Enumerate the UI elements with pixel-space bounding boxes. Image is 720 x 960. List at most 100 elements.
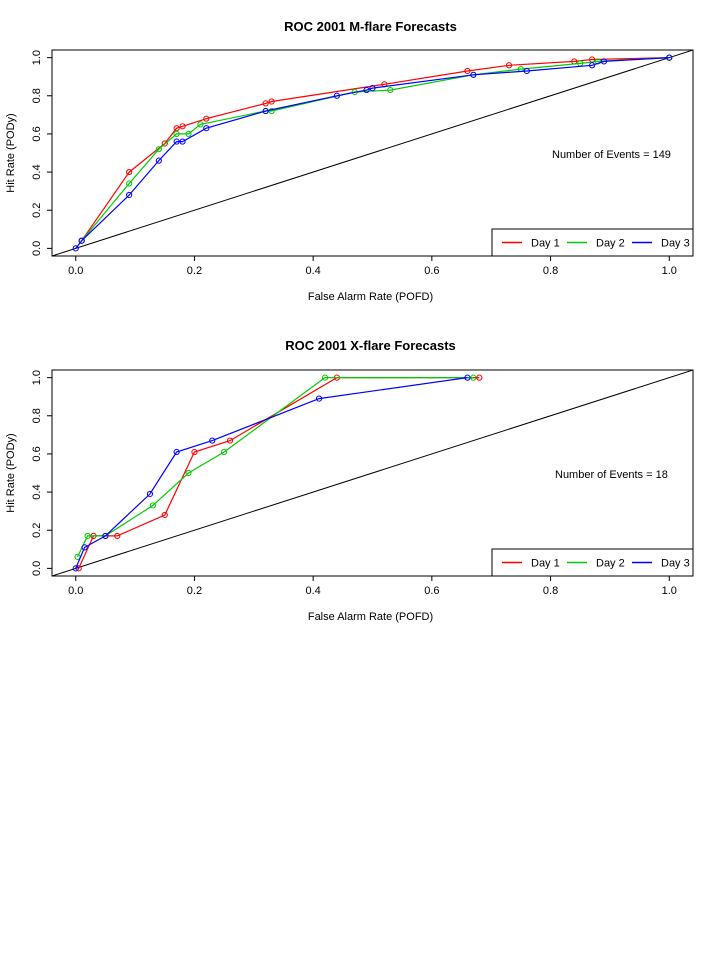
data-point <box>161 511 168 519</box>
data-point <box>173 138 180 145</box>
data-point <box>203 115 210 122</box>
legend-label: Day 2 <box>596 558 625 570</box>
data-point <box>81 544 88 551</box>
y-tick-label: 0.2 <box>31 203 43 218</box>
data-point <box>161 140 168 147</box>
y-tick-label: 0.6 <box>31 126 43 141</box>
data-point <box>470 374 477 381</box>
data-point <box>321 374 329 381</box>
x-tick-label: 1.0 <box>662 585 677 597</box>
data-point <box>387 86 394 94</box>
data-point <box>226 437 234 444</box>
legend: Day 1 Day 2 Day 3 <box>491 228 694 257</box>
data-point <box>476 374 483 381</box>
data-point <box>72 565 79 572</box>
series-line <box>78 377 480 569</box>
data-point <box>126 180 133 187</box>
x-tick-label: 0.0 <box>68 585 83 597</box>
y-axis-label: Hit Rate (PODy) <box>5 433 17 512</box>
data-point <box>179 138 186 145</box>
series-day-3 <box>72 54 673 252</box>
series-day-2 <box>74 374 477 561</box>
data-point <box>84 532 91 540</box>
data-point <box>179 123 186 130</box>
y-tick-label: 0.8 <box>31 408 43 423</box>
data-point <box>315 395 323 402</box>
y-tick-label: 0.4 <box>31 484 43 499</box>
y-tick-label: 0.0 <box>31 241 43 256</box>
diagonal-reference-line <box>52 50 693 256</box>
data-point <box>268 107 275 115</box>
data-point <box>470 71 477 78</box>
x-tick-label: 0.2 <box>187 265 202 277</box>
y-tick-label: 1.0 <box>31 50 43 65</box>
series-day-1 <box>78 54 673 244</box>
data-point <box>262 107 269 115</box>
number-of-events-annotation: Number of Events = 149 <box>552 149 671 161</box>
data-point <box>126 168 133 176</box>
data-point <box>268 98 275 105</box>
data-point <box>594 58 602 65</box>
legend-box <box>491 548 694 577</box>
data-point <box>185 469 192 477</box>
x-tick-label: 1.0 <box>662 265 677 277</box>
x-tick-label: 0.6 <box>424 585 439 597</box>
series-line <box>81 57 670 242</box>
data-point <box>262 100 269 107</box>
series-line <box>75 377 468 569</box>
x-tick-label: 0.8 <box>543 585 558 597</box>
data-point <box>666 54 673 61</box>
x-tick-label: 0.6 <box>424 265 439 277</box>
chart-title: ROC 2001 M-flare Forecasts <box>284 19 457 34</box>
data-point <box>126 191 133 199</box>
y-tick-label: 0.0 <box>31 561 43 576</box>
x-axis-label: False Alarm Rate (POFD) <box>308 611 433 623</box>
legend-label: Day 3 <box>661 238 690 250</box>
data-point <box>102 532 109 540</box>
data-point <box>505 62 513 69</box>
diagonal-reference-line <box>52 370 693 576</box>
x-axis-label: False Alarm Rate (POFD) <box>308 291 433 303</box>
data-point <box>197 121 204 128</box>
data-point <box>173 125 180 132</box>
data-point <box>203 125 210 132</box>
x-tick-label: 0.4 <box>305 585 320 597</box>
data-point <box>464 67 471 75</box>
data-point <box>369 85 376 92</box>
data-point <box>191 448 198 456</box>
y-axis-label: Hit Rate (PODy) <box>5 113 17 192</box>
chart-1: ROC 2001 M-flare Forecasts 0.0 0.2 0.4 0.6 0.… <box>5 19 694 303</box>
y-tick-label: 1.0 <box>31 370 43 385</box>
data-point <box>600 58 608 65</box>
chart-2: ROC 2001 X-flare Forecasts 0.0 0.2 0.4 0.6 0.… <box>5 338 694 623</box>
data-point <box>523 67 530 75</box>
data-point <box>114 532 121 540</box>
data-point <box>146 490 154 498</box>
series-day-1 <box>75 374 483 572</box>
series-day-3 <box>72 374 471 572</box>
data-point <box>209 437 216 444</box>
legend-label: Day 1 <box>531 238 560 250</box>
plot-frame <box>51 369 694 577</box>
number-of-events-annotation: Number of Events = 18 <box>555 469 668 481</box>
data-point <box>464 374 471 381</box>
data-point <box>78 237 85 244</box>
plot-frame <box>51 49 694 257</box>
legend-label: Day 3 <box>661 558 690 570</box>
data-point <box>363 86 370 94</box>
legend-label: Day 1 <box>531 558 560 570</box>
x-tick-label: 0.0 <box>68 265 83 277</box>
data-point <box>185 130 192 138</box>
data-point <box>333 92 340 99</box>
y-tick-label: 0.2 <box>31 523 43 538</box>
data-point <box>173 448 180 456</box>
y-tick-label: 0.6 <box>31 446 43 461</box>
legend: Day 1 Day 2 Day 3 <box>491 548 694 577</box>
x-tick-label: 0.8 <box>543 265 558 277</box>
data-point <box>155 157 162 164</box>
y-tick-label: 0.4 <box>31 164 43 179</box>
legend-box <box>491 228 694 257</box>
data-point <box>589 62 596 69</box>
